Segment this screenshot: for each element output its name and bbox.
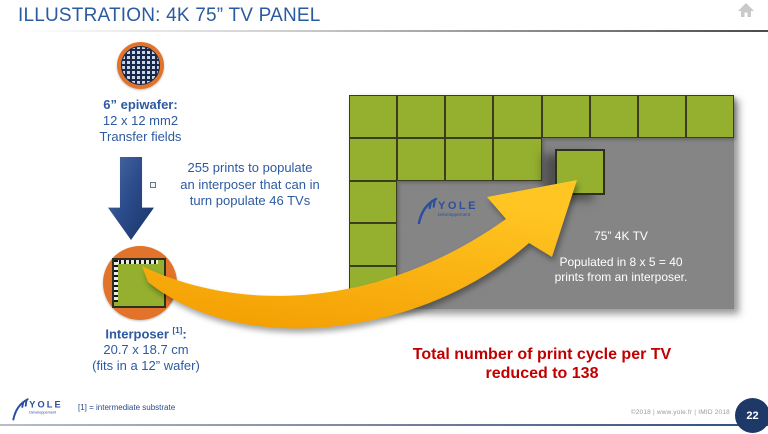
print-cell: [541, 95, 590, 138]
print-cell-being-placed: [555, 149, 605, 195]
down-arrow: [108, 157, 154, 240]
tv-panel: YOLE Développement 75” 4K TV Populated i…: [349, 95, 734, 309]
prints-note-line3: turn populate 46 TVs: [189, 193, 311, 208]
epiwafer-label-line1: 6” epiwafer:: [103, 97, 178, 112]
footnote: [1] = intermediate substrate: [78, 403, 176, 412]
print-cell: [493, 95, 542, 138]
page-number-badge: 22: [735, 398, 768, 433]
interposer-name: Interposer: [105, 326, 169, 342]
populated-caption-line1: Populated in 8 x 5 = 40: [559, 255, 683, 269]
yole-footer-logo-subtext: Développement: [29, 411, 57, 415]
summary-text: Total number of print cycle per TV reduc…: [350, 346, 734, 383]
page-number: 22: [746, 409, 759, 422]
tv-size-label: 75” 4K TV: [594, 229, 648, 243]
interposer-footnote-ref: [1]: [172, 326, 183, 335]
epiwafer-label: 6” epiwafer: 12 x 12 mm2 Transfer fields: [70, 97, 211, 145]
bullet-square-icon: [150, 182, 156, 188]
interposer-colon: :: [182, 326, 187, 342]
print-cell: [445, 95, 494, 138]
prints-note-line2: an interposer that can in: [180, 176, 320, 192]
interposer-label-line3: (fits in a 12” wafer): [92, 358, 200, 374]
print-cell: [349, 180, 398, 224]
print-cell: [349, 223, 398, 267]
wafer-die-grid: [121, 46, 160, 85]
summary-line1: Total number of print cycle per TV: [412, 346, 672, 363]
die-edge-top: [114, 260, 158, 264]
interposer-label: Interposer [1]: 20.7 x 18.7 cm (fits in …: [62, 323, 230, 374]
epiwafer-label-line2: 12 x 12 mm2: [102, 113, 179, 128]
epiwafer-icon: [117, 42, 164, 89]
print-cell: [685, 95, 734, 138]
yole-footer-logo-text: YOLE: [29, 400, 63, 410]
print-cell: [589, 95, 638, 138]
epiwafer-label-line3: Transfer fields: [99, 129, 182, 144]
die-edge-left: [114, 260, 118, 302]
prints-note: 255 prints to populate an interposer tha…: [162, 160, 338, 210]
print-cell: [349, 137, 398, 181]
print-cell: [397, 95, 446, 138]
print-cell: [397, 137, 446, 181]
interposer-die: [112, 258, 166, 308]
yole-logo: YOLE Développement: [417, 197, 478, 225]
print-cell: [445, 137, 494, 181]
print-cell: [349, 266, 398, 309]
populated-caption: Populated in 8 x 5 = 40 prints from an i…: [485, 255, 757, 285]
print-cell: [493, 137, 542, 181]
page-title: ILLUSTRATION: 4K 75” TV PANEL: [18, 5, 321, 26]
interposer-label-line1: Interposer [1]:: [62, 323, 230, 342]
summary-line2: reduced to 138: [485, 364, 599, 382]
title-underline: [18, 30, 768, 32]
footer-divider: [0, 424, 768, 426]
prints-note-line1: 255 prints to populate: [187, 160, 313, 175]
populated-caption-line2: prints from an interposer.: [554, 270, 688, 284]
print-cell: [637, 95, 686, 138]
yole-logo-subtext: Développement: [438, 212, 471, 217]
home-icon[interactable]: [737, 2, 755, 18]
yole-logo-text: YOLE: [438, 200, 478, 212]
yole-footer-logo: YOLE Développement: [12, 398, 63, 421]
interposer-label-line2: 20.7 x 18.7 cm: [103, 342, 189, 358]
copyright-text: ©2018 | www.yole.fr | IMID 2018: [630, 409, 730, 416]
print-cell: [349, 95, 398, 138]
